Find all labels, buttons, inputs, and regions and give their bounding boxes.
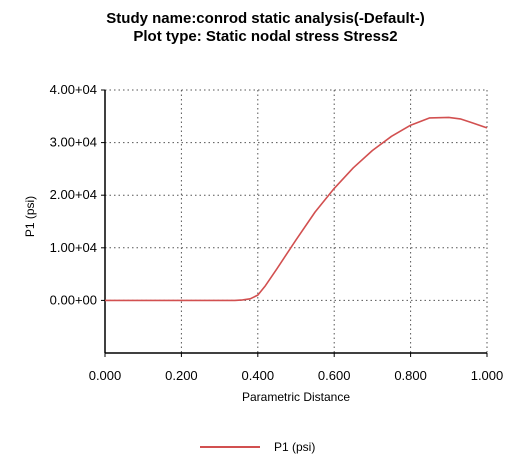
x-tick-label: 0.600 (318, 368, 351, 383)
legend-label: P1 (psi) (274, 440, 316, 454)
y-tick-label: 1.00+04 (50, 240, 97, 255)
legend-swatch (200, 446, 260, 448)
chart-title: Study name:conrod static analysis(-Defau… (106, 10, 425, 27)
x-tick-label: 0.200 (165, 368, 198, 383)
y-tick-label: 2.00+04 (50, 187, 97, 202)
grid (105, 89, 488, 353)
chart-subtitle: Plot type: Static nodal stress Stress2 (133, 28, 398, 45)
y-tick-label: 0.00+00 (50, 292, 97, 307)
axes (104, 90, 487, 354)
x-tick-label: 1.000 (471, 368, 504, 383)
tick-labels: 0.000 0.200 0.400 0.600 0.800 1.000 4.00+04 3.0… (50, 82, 504, 383)
series (105, 116, 488, 302)
x-tick-label: 0.000 (89, 368, 122, 383)
x-tick-label: 0.400 (242, 368, 275, 383)
legend: P1 (psi) (200, 438, 315, 456)
y-tick-label: 3.00+04 (50, 135, 97, 150)
x-axis-label: Parametric Distance (242, 390, 350, 404)
x-tick-label: 0.800 (394, 368, 427, 383)
y-axis-label: P1 (psi) (23, 196, 37, 237)
y-tick-label: 4.00+04 (50, 82, 97, 97)
series-line (105, 116, 488, 302)
